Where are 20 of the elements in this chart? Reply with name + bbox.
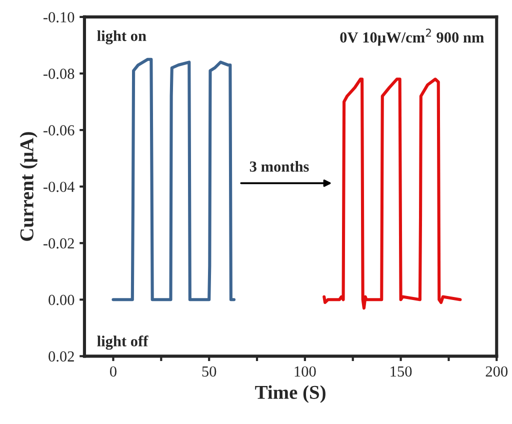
x-tick-label: 150 [390,366,412,377]
x-tick-label: 200 [486,366,508,377]
x-tick-label: 100 [294,366,316,377]
y-tick-label: -0.02 [44,238,74,249]
y-axis-title: Current (μA) [20,132,38,241]
annotation: light off [97,336,148,350]
y-tick-label: 0.00 [48,294,74,306]
y-tick-label: -0.04 [44,182,75,192]
y-tick-label: 0.02 [48,351,74,362]
y-tick-label: -0.08 [44,68,74,80]
annotation: 0V 10μW/cm$^{2}$ 900 nm [340,28,484,46]
line-series [322,78,462,310]
x-tick-label: 50 [202,366,216,377]
y-tick-label: -0.06 [44,125,74,136]
y-tick-label: -0.10 [44,12,74,22]
line-series [112,58,236,302]
annotation: 3 months [250,160,309,172]
annotation: light on [97,30,146,44]
x-axis-title: Time (S) [255,385,326,403]
x-tick-label: 0 [110,366,116,377]
